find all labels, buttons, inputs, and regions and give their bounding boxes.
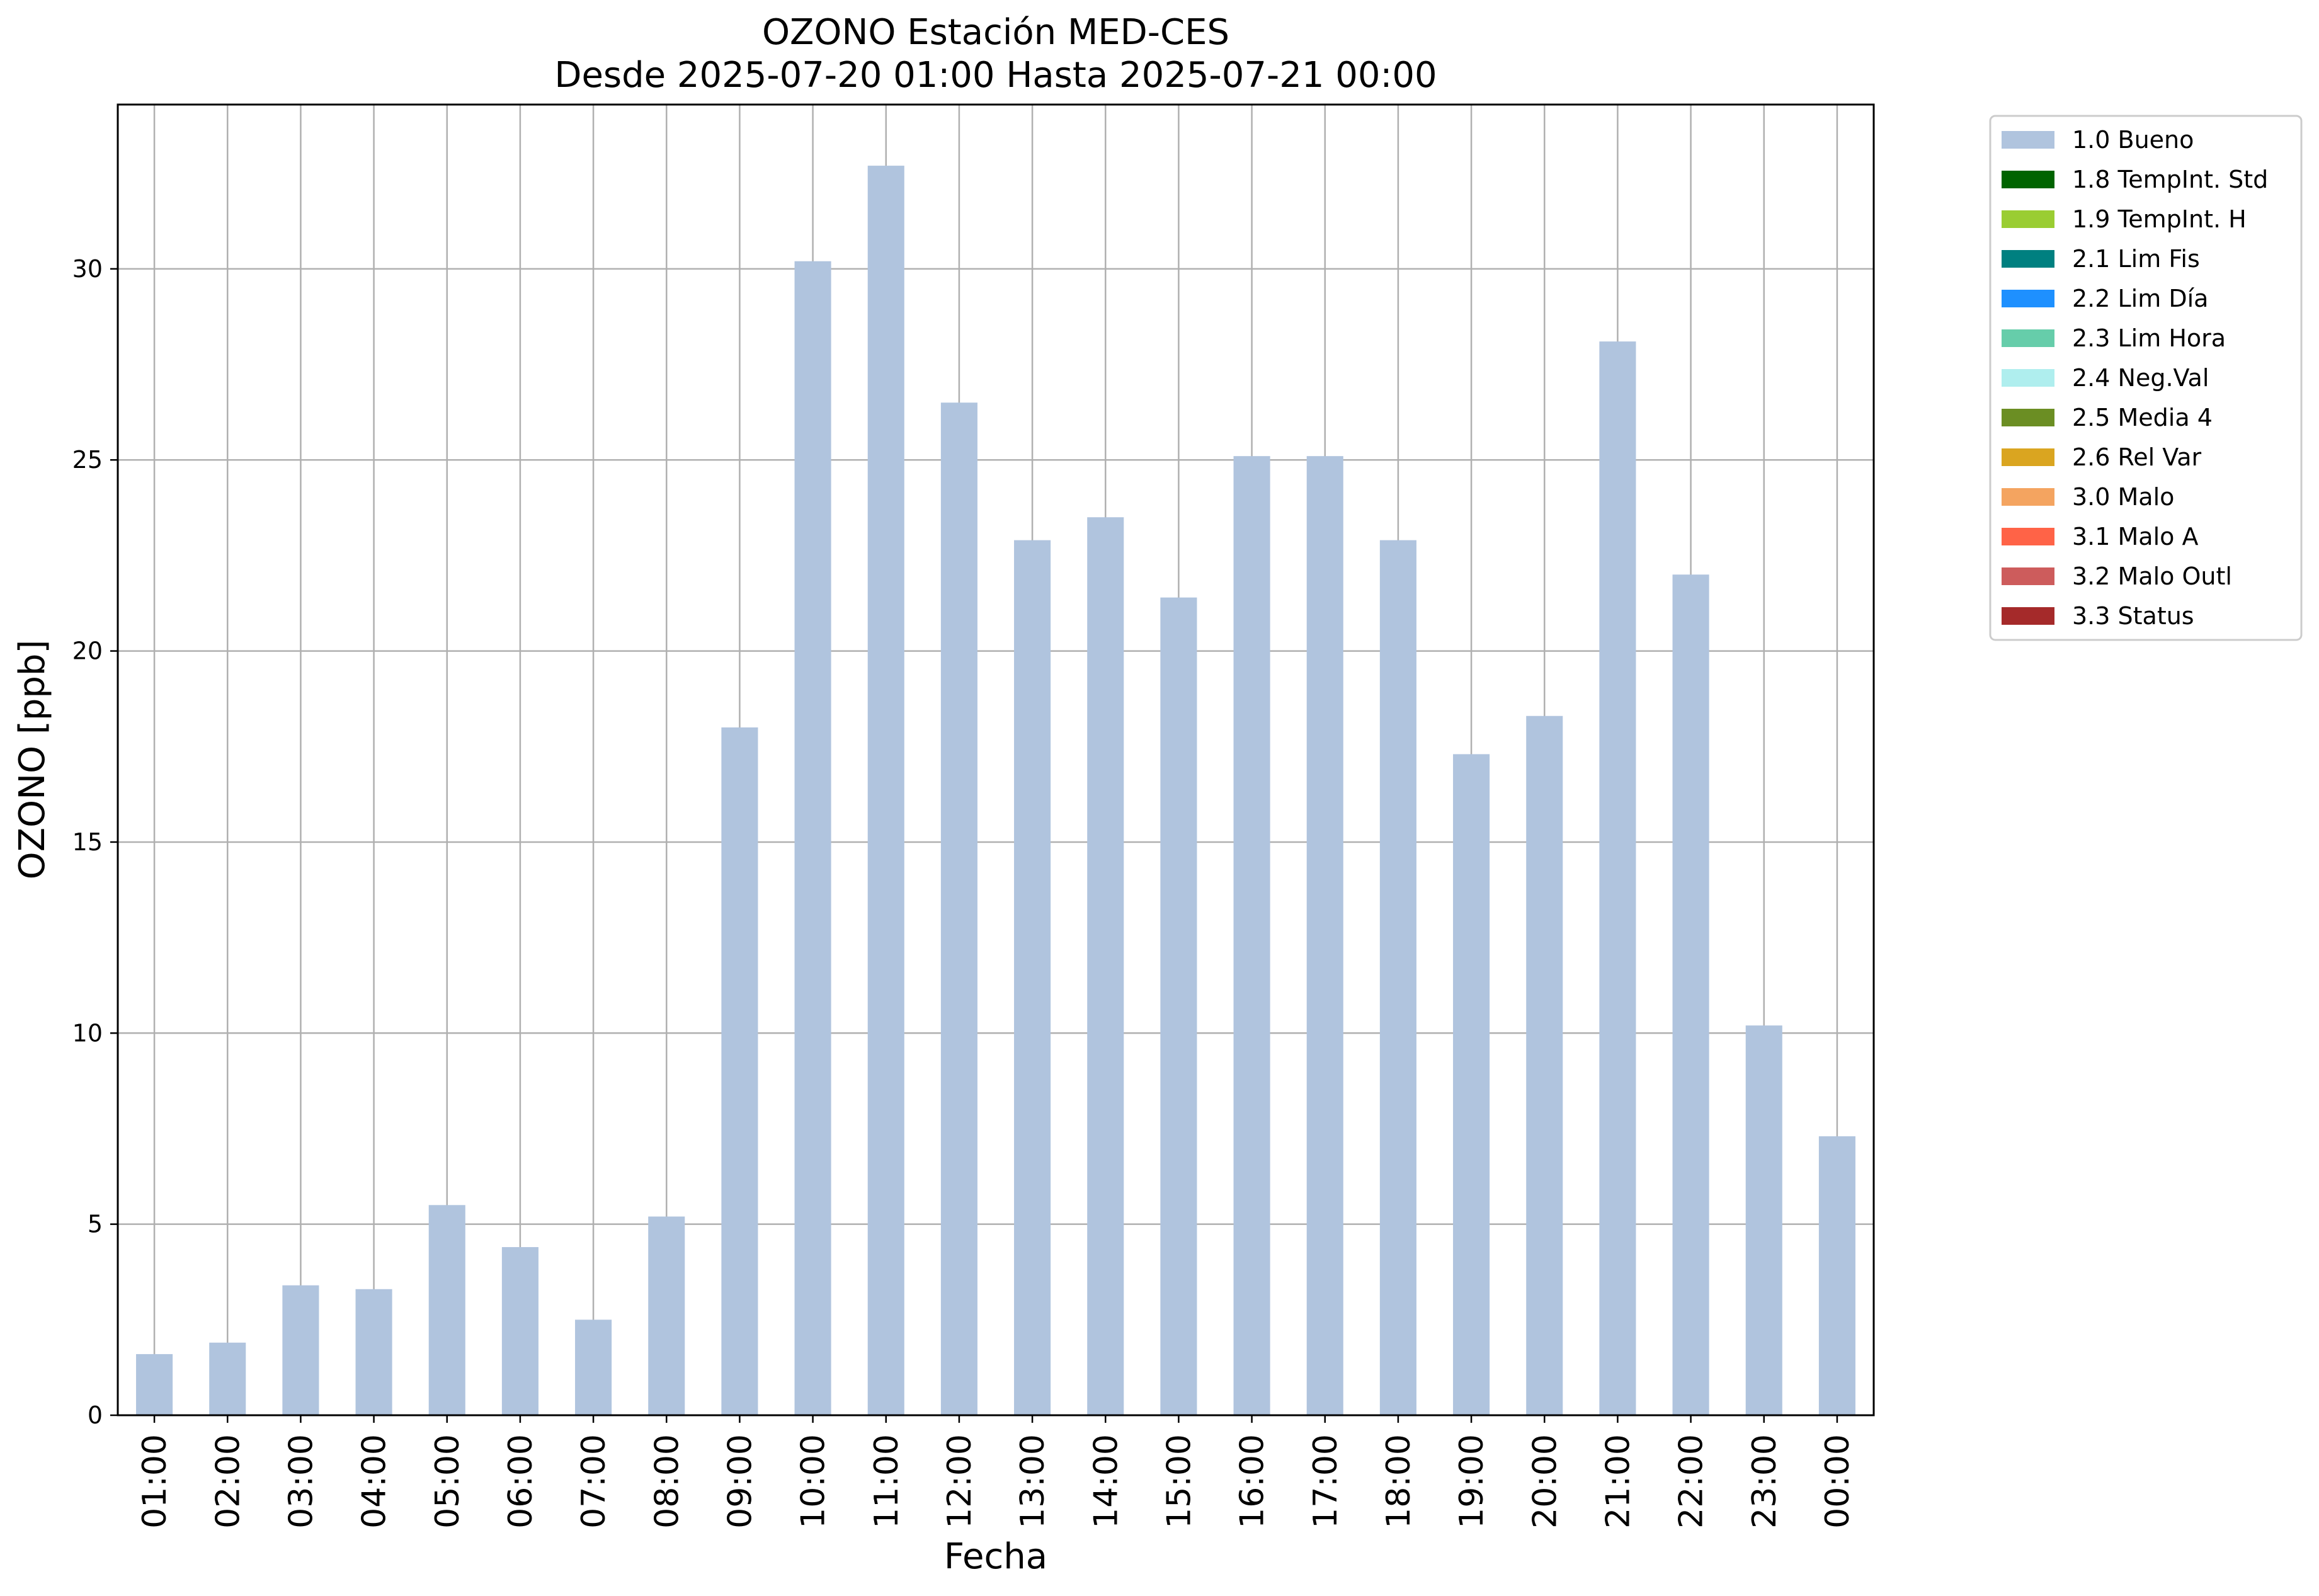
bar — [501, 1247, 538, 1415]
bar — [1014, 540, 1051, 1415]
y-axis-ticks: 0 5 10 15 20 25 30 — [72, 255, 118, 1429]
x-tick-label: 03:00 — [282, 1434, 320, 1529]
x-tick-label: 11:00 — [868, 1434, 906, 1529]
legend-swatch — [2002, 290, 2054, 307]
legend-swatch — [2002, 528, 2054, 545]
x-tick-label: 04:00 — [356, 1434, 394, 1529]
legend: 1.0 Bueno 1.8 TempInt. Std 1.9 TempInt. H 2… — [1989, 115, 2303, 641]
y-tick-label: 5 — [88, 1211, 103, 1238]
y-tick-label: 0 — [88, 1401, 103, 1429]
legend-label: 2.4 Neg.Val — [2072, 364, 2209, 392]
x-tick-label: 00:00 — [1819, 1434, 1857, 1529]
legend-label: 1.0 Bueno — [2072, 126, 2194, 154]
legend-label: 3.3 Status — [2072, 602, 2194, 630]
legend-swatch — [2002, 448, 2054, 466]
y-tick-label: 30 — [72, 255, 103, 283]
bar — [1233, 456, 1270, 1415]
x-tick-label: 06:00 — [502, 1434, 540, 1529]
x-tick-label: 17:00 — [1307, 1434, 1345, 1529]
x-tick-label: 10:00 — [795, 1434, 833, 1529]
x-tick-label: 22:00 — [1673, 1434, 1711, 1529]
bars — [136, 166, 1855, 1416]
x-tick-label: 15:00 — [1160, 1434, 1198, 1529]
chart-title: OZONO Estación MED-CES — [762, 12, 1229, 53]
bar — [1526, 715, 1563, 1415]
legend-label: 2.5 Media 4 — [2072, 404, 2213, 431]
legend-swatch — [2002, 171, 2054, 188]
bar — [1599, 341, 1636, 1415]
x-tick-label: 13:00 — [1014, 1434, 1052, 1529]
bar — [648, 1216, 685, 1415]
legend-label: 2.6 Rel Var — [2072, 443, 2202, 471]
bar — [1160, 597, 1197, 1415]
bar — [1818, 1136, 1855, 1415]
legend-swatch — [2002, 567, 2054, 585]
chart-subtitle: Desde 2025-07-20 01:00 Hasta 2025-07-21 … — [554, 55, 1437, 96]
x-tick-label: 12:00 — [941, 1434, 979, 1529]
legend-swatch — [2002, 250, 2054, 268]
legend-swatch — [2002, 607, 2054, 625]
legend-swatch — [2002, 131, 2054, 149]
x-tick-label: 18:00 — [1380, 1434, 1418, 1529]
bar — [721, 727, 758, 1415]
legend-swatch — [2002, 329, 2054, 347]
bar — [1453, 754, 1490, 1415]
bar — [209, 1342, 246, 1415]
x-axis-ticks: 01:00 02:00 03:00 04:00 05:00 06:00 07:00 08:00… — [136, 1415, 1857, 1529]
y-tick-label: 20 — [72, 637, 103, 665]
bar — [1745, 1025, 1782, 1415]
bar — [1087, 517, 1124, 1416]
legend-label: 2.3 Lim Hora — [2072, 324, 2226, 352]
bar — [428, 1205, 465, 1415]
x-tick-label: 23:00 — [1746, 1434, 1784, 1529]
legend-label: 3.0 Malo — [2072, 483, 2174, 511]
x-tick-label: 21:00 — [1599, 1434, 1637, 1529]
bar — [1379, 540, 1416, 1415]
legend-swatch — [2002, 409, 2054, 426]
y-tick-label: 15 — [72, 828, 103, 856]
y-tick-label: 10 — [72, 1019, 103, 1047]
legend-swatch — [2002, 488, 2054, 506]
legend-label: 3.2 Malo Outl — [2072, 562, 2232, 590]
bar — [940, 402, 977, 1415]
x-tick-label: 14:00 — [1087, 1434, 1125, 1529]
legend-frame — [1989, 115, 2303, 641]
legend-label: 3.1 Malo A — [2072, 523, 2198, 550]
bar — [1306, 456, 1343, 1415]
x-tick-label: 02:00 — [209, 1434, 247, 1529]
legend-swatch — [2002, 369, 2054, 387]
x-tick-label: 08:00 — [648, 1434, 686, 1529]
legend-label: 1.8 TempInt. Std — [2072, 166, 2268, 193]
legend-items: 1.0 Bueno 1.8 TempInt. Std 1.9 TempInt. H 2… — [2002, 126, 2268, 630]
x-axis-label: Fecha — [944, 1536, 1047, 1577]
bar — [867, 166, 904, 1415]
bar — [794, 261, 831, 1415]
bar — [282, 1285, 319, 1415]
x-tick-label: 01:00 — [136, 1434, 174, 1529]
bar — [1672, 574, 1709, 1415]
x-tick-label: 09:00 — [721, 1434, 759, 1529]
legend-label: 1.9 TempInt. H — [2072, 205, 2247, 233]
plot-frame — [117, 103, 1875, 1416]
x-tick-label: 05:00 — [429, 1434, 467, 1529]
x-tick-label: 19:00 — [1453, 1434, 1491, 1529]
y-tick-label: 25 — [72, 446, 103, 474]
y-axis-label: OZONO [ppb] — [12, 640, 53, 880]
legend-label: 2.1 Lim Fis — [2072, 245, 2200, 273]
bar — [575, 1320, 612, 1415]
x-tick-label: 16:00 — [1234, 1434, 1272, 1529]
x-tick-label: 07:00 — [575, 1434, 613, 1529]
x-tick-label: 20:00 — [1526, 1434, 1564, 1529]
legend-label: 2.2 Lim Día — [2072, 285, 2208, 312]
bar — [355, 1289, 392, 1415]
bar — [136, 1354, 173, 1415]
legend-swatch — [2002, 210, 2054, 228]
